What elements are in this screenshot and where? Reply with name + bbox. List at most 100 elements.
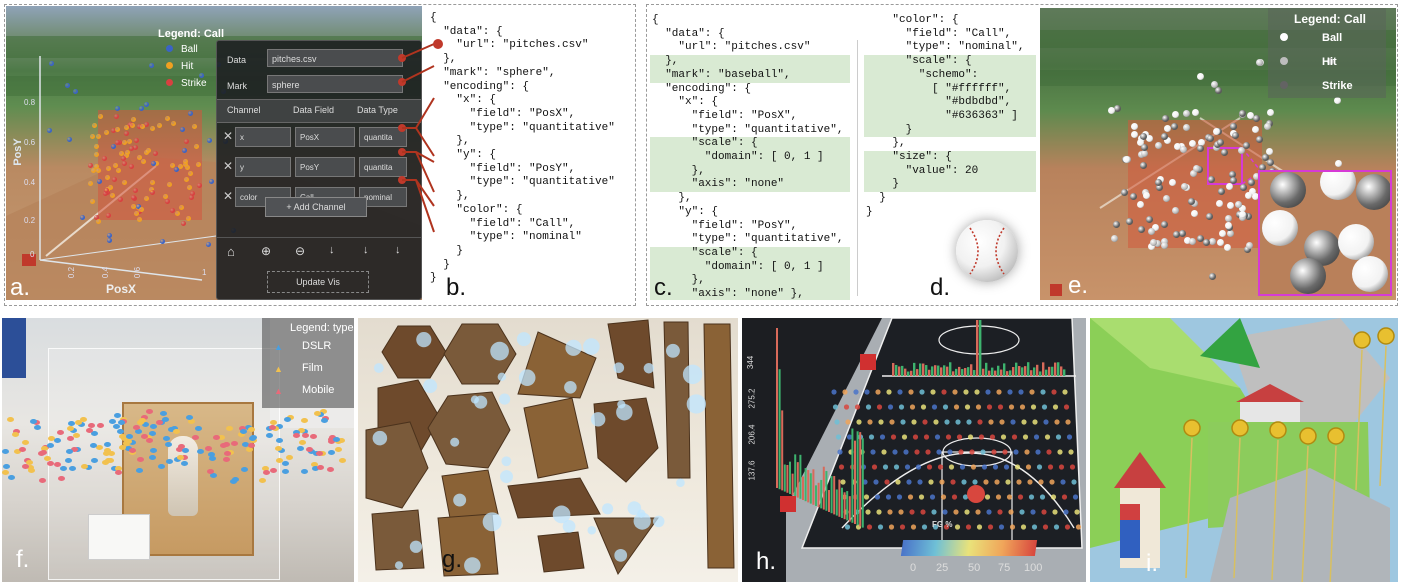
- baseball-mark: [1226, 202, 1234, 210]
- data-sphere: [97, 179, 103, 185]
- data-sphere: [163, 193, 169, 199]
- heat-dot: [956, 434, 963, 440]
- hist-bar-left: [776, 328, 778, 488]
- baseball-mark: [1141, 149, 1149, 157]
- zoom-out-icon[interactable]: ⊖: [295, 244, 306, 258]
- code-line: "x": {: [430, 94, 497, 107]
- photo-disk: [241, 442, 249, 448]
- code-line: },: [650, 55, 850, 69]
- baseball-mark: [1198, 139, 1206, 147]
- photo-disk: [125, 438, 133, 444]
- photo-disk: [292, 433, 300, 439]
- baseball-zoomed: [1290, 258, 1326, 294]
- glow-point: [614, 548, 628, 562]
- glow-point: [613, 362, 625, 374]
- channel-select[interactable]: x: [235, 127, 291, 147]
- heat-dot: [835, 434, 842, 440]
- remove-channel-icon[interactable]: ✕: [223, 189, 234, 203]
- photo-disk: [240, 429, 248, 435]
- photo-disk: [59, 466, 67, 472]
- home-icon[interactable]: ⌂: [227, 244, 235, 259]
- heat-dot: [929, 494, 936, 500]
- remove-channel-icon[interactable]: ✕: [223, 129, 234, 143]
- data-sphere: [114, 105, 120, 111]
- heat-dot: [1047, 464, 1054, 470]
- heat-dot: [906, 479, 912, 485]
- mark-select[interactable]: sphere: [267, 75, 403, 93]
- data-select[interactable]: pitches.csv: [267, 49, 403, 67]
- photo-disk: [89, 442, 97, 448]
- glow-point: [450, 437, 460, 447]
- baseball-mark: [1262, 154, 1270, 162]
- heat-dot: [967, 434, 974, 440]
- heat-dot: [939, 479, 945, 485]
- hist-bar-top: [946, 366, 949, 376]
- data-sphere: [133, 187, 139, 193]
- code-line: },: [650, 274, 850, 289]
- field-select[interactable]: PosY: [295, 157, 355, 177]
- photo-disk: [275, 458, 283, 464]
- code-line: "mark": "baseball",: [650, 68, 850, 83]
- glow-point: [516, 332, 531, 347]
- glow-point: [490, 341, 509, 361]
- baseball-mark: [1197, 72, 1205, 80]
- field-select[interactable]: PosX: [295, 127, 355, 147]
- heat-dot: [991, 449, 997, 455]
- code-line: },: [430, 135, 470, 148]
- data-sphere: [185, 216, 191, 222]
- update-vis-button[interactable]: Update Vis: [267, 271, 369, 293]
- code-line: },: [652, 192, 692, 205]
- data-sphere: [181, 147, 187, 153]
- zoom-in-icon[interactable]: ⊕: [261, 244, 272, 258]
- h-y-tick-2: 206.4: [747, 424, 757, 445]
- data-sphere: [118, 151, 124, 157]
- colorbar-title: FG %: [932, 520, 953, 529]
- type-select[interactable]: quantita: [359, 157, 407, 177]
- photo-disk: [275, 437, 283, 443]
- coin-stem: [1379, 345, 1387, 487]
- data-sphere: [88, 180, 94, 186]
- code-block-b: { "data": { "url": "pitches.csv" }, "mar…: [428, 12, 615, 286]
- hist-bar-top: [1045, 369, 1048, 376]
- add-channel-button[interactable]: + Add Channel: [265, 197, 367, 217]
- heat-dot: [994, 479, 1000, 485]
- hist-bar-top: [1021, 367, 1024, 376]
- data-sphere: [183, 161, 189, 167]
- baseball-mark: [1161, 238, 1169, 246]
- legend-label: Ball: [181, 44, 198, 55]
- heat-dot: [920, 509, 926, 515]
- rotate-z-icon[interactable]: ↓: [395, 244, 401, 256]
- photo-disk: [258, 477, 266, 483]
- baseball-mark: [1154, 179, 1162, 187]
- heat-dot: [948, 464, 955, 470]
- baseball-mark: [1248, 178, 1256, 186]
- rotate-x-icon[interactable]: ↓: [329, 244, 335, 256]
- hist-bar-top: [961, 369, 964, 376]
- heat-dot: [975, 509, 981, 515]
- photo-disk: [180, 455, 188, 461]
- hist-bar-left: [781, 410, 784, 491]
- heat-dot: [1068, 449, 1074, 455]
- col-channel: Channel: [227, 105, 261, 115]
- rotate-y-icon[interactable]: ↓: [363, 244, 369, 256]
- glow-point: [565, 339, 582, 356]
- remove-channel-icon[interactable]: ✕: [223, 159, 234, 173]
- hist-bar-left: [807, 470, 810, 503]
- channel-select[interactable]: y: [235, 157, 291, 177]
- code-line: "type": "quantitative": [430, 176, 615, 189]
- glow-point: [665, 343, 680, 358]
- baseball-mark: [1228, 171, 1236, 179]
- photo-disk: [84, 464, 92, 470]
- heat-dot: [962, 494, 969, 500]
- code-line: "#bdbdbd",: [864, 96, 1036, 110]
- heat-dot: [876, 404, 883, 410]
- type-select[interactable]: quantita: [359, 127, 407, 147]
- heat-dot: [940, 494, 947, 500]
- baseball-mark: [1191, 209, 1199, 217]
- hist-bar-top: [979, 320, 982, 376]
- hist-bar-top: [1060, 366, 1063, 376]
- photo-disk: [110, 466, 118, 472]
- glow-point: [602, 503, 614, 515]
- hist-bar-top: [1054, 362, 1057, 376]
- photo-disk: [114, 470, 122, 476]
